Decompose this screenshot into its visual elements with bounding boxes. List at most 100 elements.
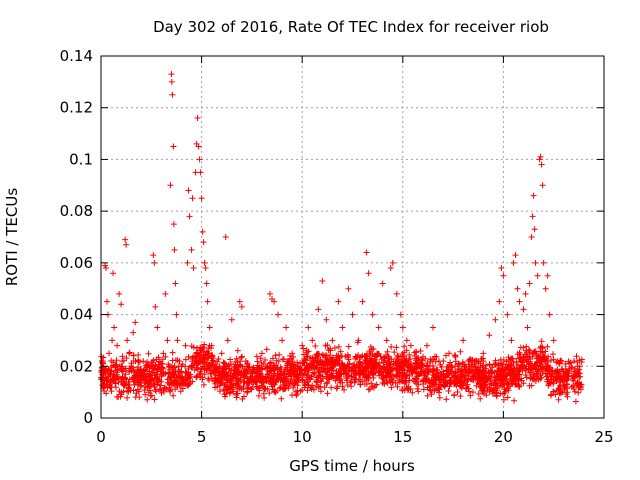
data-point bbox=[123, 241, 130, 248]
y-tick-label: 0.04 bbox=[60, 306, 93, 324]
data-point bbox=[542, 348, 549, 355]
data-point bbox=[170, 392, 177, 399]
data-point bbox=[390, 373, 397, 380]
data-point bbox=[174, 337, 181, 344]
data-point bbox=[161, 384, 168, 391]
data-point bbox=[423, 342, 430, 349]
data-point bbox=[524, 353, 531, 360]
data-point bbox=[193, 364, 200, 371]
data-point bbox=[417, 347, 424, 354]
data-point bbox=[272, 389, 279, 396]
data-point bbox=[346, 360, 353, 367]
data-point bbox=[294, 377, 301, 384]
data-point bbox=[364, 365, 371, 372]
data-point bbox=[197, 368, 204, 375]
data-point bbox=[323, 316, 330, 323]
data-point bbox=[164, 337, 171, 344]
data-point bbox=[515, 368, 522, 375]
data-point bbox=[168, 78, 175, 85]
data-point bbox=[530, 372, 537, 379]
data-point bbox=[279, 337, 286, 344]
data-point bbox=[512, 252, 519, 259]
data-point bbox=[103, 265, 110, 272]
data-point bbox=[214, 378, 221, 385]
data-point bbox=[257, 355, 264, 362]
data-point bbox=[478, 368, 485, 375]
data-point bbox=[369, 311, 376, 318]
data-point bbox=[294, 359, 301, 366]
data-point bbox=[329, 354, 336, 361]
data-point bbox=[473, 357, 480, 364]
data-point bbox=[142, 383, 149, 390]
data-point bbox=[241, 374, 248, 381]
data-point bbox=[136, 378, 143, 385]
data-point bbox=[299, 377, 306, 384]
chart-title: Day 302 of 2016, Rate Of TEC Index for r… bbox=[153, 18, 549, 36]
data-point bbox=[451, 372, 458, 379]
data-point bbox=[537, 375, 544, 382]
data-point bbox=[144, 363, 151, 370]
data-point bbox=[222, 393, 229, 400]
data-point bbox=[430, 365, 437, 372]
data-point bbox=[299, 342, 306, 349]
data-point bbox=[194, 350, 201, 357]
data-point bbox=[164, 376, 171, 383]
data-point bbox=[150, 252, 157, 259]
data-point bbox=[126, 350, 133, 357]
data-point bbox=[411, 378, 418, 385]
data-point bbox=[576, 357, 583, 364]
data-point bbox=[445, 363, 452, 370]
data-point bbox=[108, 378, 115, 385]
data-point bbox=[134, 386, 141, 393]
data-point bbox=[201, 361, 208, 368]
data-point bbox=[278, 366, 285, 373]
data-point bbox=[344, 381, 351, 388]
data-point bbox=[516, 298, 523, 305]
data-point bbox=[507, 375, 514, 382]
data-point bbox=[170, 143, 177, 150]
data-point bbox=[504, 394, 511, 401]
x-axis-label: GPS time / hours bbox=[289, 457, 415, 475]
data-point bbox=[405, 383, 412, 390]
data-point bbox=[160, 350, 167, 357]
data-point bbox=[268, 380, 275, 387]
data-point bbox=[529, 350, 536, 357]
data-point bbox=[343, 370, 350, 377]
data-point bbox=[169, 349, 176, 356]
data-point bbox=[429, 380, 436, 387]
data-point bbox=[200, 381, 207, 388]
data-point bbox=[276, 385, 283, 392]
data-point bbox=[335, 298, 342, 305]
data-point bbox=[266, 390, 273, 397]
data-point bbox=[204, 298, 211, 305]
data-point bbox=[557, 376, 564, 383]
data-point bbox=[234, 347, 241, 354]
data-point bbox=[576, 366, 583, 373]
data-point bbox=[173, 311, 180, 318]
x-tick-label: 20 bbox=[494, 428, 513, 446]
data-point bbox=[433, 370, 440, 377]
data-point bbox=[497, 356, 504, 363]
data-point bbox=[167, 182, 174, 189]
data-point bbox=[492, 316, 499, 323]
data-point bbox=[420, 386, 427, 393]
data-point bbox=[393, 290, 400, 297]
data-point bbox=[272, 378, 279, 385]
data-point bbox=[401, 387, 408, 394]
data-point bbox=[219, 379, 226, 386]
data-point bbox=[460, 337, 467, 344]
data-point bbox=[244, 389, 251, 396]
data-point bbox=[362, 366, 369, 373]
data-point bbox=[518, 362, 525, 369]
data-point bbox=[183, 372, 190, 379]
data-point bbox=[328, 372, 335, 379]
data-point bbox=[490, 387, 497, 394]
data-point bbox=[457, 383, 464, 390]
data-point bbox=[126, 349, 133, 356]
data-point bbox=[324, 379, 331, 386]
data-point bbox=[204, 350, 211, 357]
data-point bbox=[417, 362, 424, 369]
data-point bbox=[485, 375, 492, 382]
data-point bbox=[271, 298, 278, 305]
data-point bbox=[109, 337, 116, 344]
